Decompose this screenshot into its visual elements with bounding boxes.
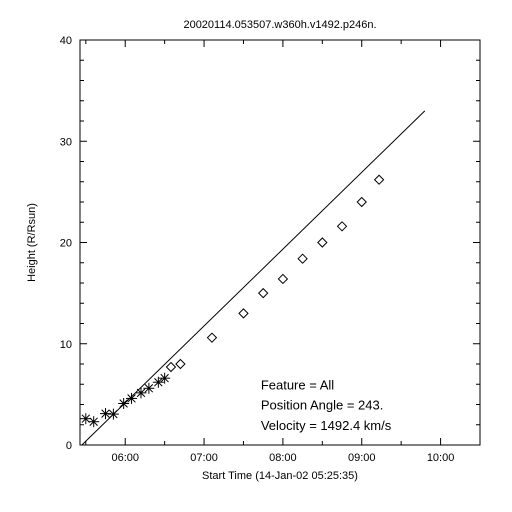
annotation-text: Velocity = 1492.4 km/s: [261, 418, 392, 433]
y-axis-label: Height (R/Rsun): [26, 203, 38, 282]
y-tick-label: 0: [66, 440, 72, 452]
asterisk-marker: [80, 413, 91, 424]
asterisk-marker: [108, 409, 119, 420]
asterisk-marker: [135, 387, 146, 398]
annotation-text: Feature = All: [261, 377, 334, 392]
x-tick-label: 09:00: [348, 452, 376, 464]
y-tick-label: 30: [60, 136, 72, 148]
asterisk-marker: [88, 416, 99, 427]
annotation-text: Position Angle = 243.: [261, 398, 384, 413]
y-tick-label: 20: [60, 238, 72, 250]
x-tick-label: 10:00: [427, 452, 455, 464]
asterisk-marker: [126, 393, 137, 404]
asterisk-marker: [118, 398, 129, 409]
height-time-chart: 20020114.053507.w360h.v1492.p246n. 0 10 20 3…: [0, 0, 512, 512]
x-tick-label: 07:00: [190, 452, 218, 464]
x-tick-label: 08:00: [269, 452, 297, 464]
x-axis-label: Start Time (14-Jan-02 05:25:35): [202, 470, 358, 482]
x-tick-label: 06:00: [111, 452, 139, 464]
y-tick-label: 40: [60, 35, 72, 47]
chart-background: [0, 0, 512, 512]
asterisk-marker: [143, 383, 154, 394]
asterisk-marker: [159, 373, 170, 384]
chart-title: 20020114.053507.w360h.v1492.p246n.: [183, 19, 376, 31]
y-tick-label: 10: [60, 339, 72, 351]
